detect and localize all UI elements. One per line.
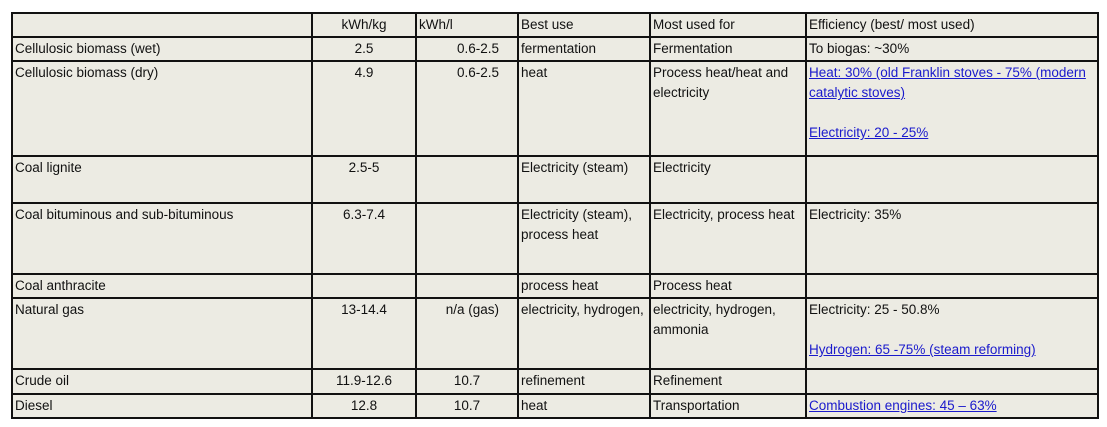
best-use-cell: electricity, hydrogen, [517,297,651,370]
kwh-l-cell: 0.6-2.5 [415,36,519,62]
best-use-cell: process heat [517,273,651,299]
header-best-use: Best use [517,12,651,38]
kwh-kg-cell: 4.9 [311,60,417,157]
best-use-cell: Electricity (steam), process heat [517,202,651,275]
kwh-l-cell [415,202,519,275]
best-use-cell: refinement [517,368,651,395]
kwh-kg-cell: 2.5 [311,36,417,62]
table-row: Cellulosic biomass (wet) 2.5 0.6-2.5 fer… [11,36,1099,62]
efficiency-cell: Combustion engines: 45 – 63% [805,393,1099,419]
table-row: Coal bituminous and sub-bituminous 6.3-7… [11,202,1099,275]
energy-table: kWh/kg kWh/l Best use Most used for Effi… [11,12,1099,419]
fuel-cell: Coal lignite [11,155,313,204]
table-row: Natural gas 13-14.4 n/a (gas) electricit… [11,297,1099,370]
best-use-cell: heat [517,60,651,157]
header-efficiency: Efficiency (best/ most used) [805,12,1099,38]
efficiency-cell [805,155,1099,204]
kwh-l-cell [415,155,519,204]
kwh-kg-cell: 6.3-7.4 [311,202,417,275]
most-used-cell: Refinement [649,368,807,395]
table-row: Cellulosic biomass (dry) 4.9 0.6-2.5 hea… [11,60,1099,157]
header-kwh-kg: kWh/kg [311,12,417,38]
kwh-kg-cell: 12.8 [311,393,417,419]
most-used-cell: Process heat/heat and electricity [649,60,807,157]
efficiency-cell [805,273,1099,299]
fuel-cell: Cellulosic biomass (wet) [11,36,313,62]
fuel-cell: Natural gas [11,297,313,370]
fuel-cell: Crude oil [11,368,313,395]
kwh-l-cell: n/a (gas) [415,297,519,370]
efficiency-cell [805,368,1099,395]
combustion-efficiency-link[interactable]: Combustion engines: 45 – 63% [809,398,997,413]
efficiency-cell: Electricity: 25 - 50.8% Hydrogen: 65 -75… [805,297,1099,370]
kwh-kg-cell: 13-14.4 [311,297,417,370]
electricity-efficiency: Electricity: 25 - 50.8% [809,302,940,317]
hydrogen-efficiency-link[interactable]: Hydrogen: 65 -75% (steam reforming) [809,342,1036,357]
most-used-cell: Fermentation [649,36,807,62]
fuel-cell: Cellulosic biomass (dry) [11,60,313,157]
best-use-cell: Electricity (steam) [517,155,651,204]
efficiency-cell: Heat: 30% (old Franklin stoves - 75% (mo… [805,60,1099,157]
fuel-cell: Coal anthracite [11,273,313,299]
kwh-kg-cell [311,273,417,299]
most-used-cell: electricity, hydrogen, ammonia [649,297,807,370]
kwh-kg-cell: 11.9-12.6 [311,368,417,395]
fuel-cell: Diesel [11,393,313,419]
most-used-cell: Electricity, process heat [649,202,807,275]
most-used-cell: Process heat [649,273,807,299]
heat-efficiency-link[interactable]: Heat: 30% (old Franklin stoves - 75% (mo… [809,65,1086,100]
kwh-l-cell: 0.6-2.5 [415,60,519,157]
kwh-kg-cell: 2.5-5 [311,155,417,204]
efficiency-cell: Electricity: 35% [805,202,1099,275]
efficiency-cell: To biogas: ~30% [805,36,1099,62]
table-row: Coal anthracite process heat Process hea… [11,273,1099,299]
header-row: kWh/kg kWh/l Best use Most used for Effi… [11,12,1099,38]
kwh-l-cell: 10.7 [415,393,519,419]
table-row: Coal lignite 2.5-5 Electricity (steam) E… [11,155,1099,204]
table-row: Crude oil 11.9-12.6 10.7 refinement Refi… [11,368,1099,395]
best-use-cell: fermentation [517,36,651,62]
electricity-efficiency-link[interactable]: Electricity: 20 - 25% [809,125,929,140]
table-row: Diesel 12.8 10.7 heat Transportation Com… [11,393,1099,419]
header-most-used: Most used for [649,12,807,38]
fuel-cell: Coal bituminous and sub-bituminous [11,202,313,275]
header-kwh-l: kWh/l [415,12,519,38]
kwh-l-cell [415,273,519,299]
most-used-cell: Transportation [649,393,807,419]
best-use-cell: heat [517,393,651,419]
header-cell [11,12,313,38]
most-used-cell: Electricity [649,155,807,204]
kwh-l-cell: 10.7 [415,368,519,395]
